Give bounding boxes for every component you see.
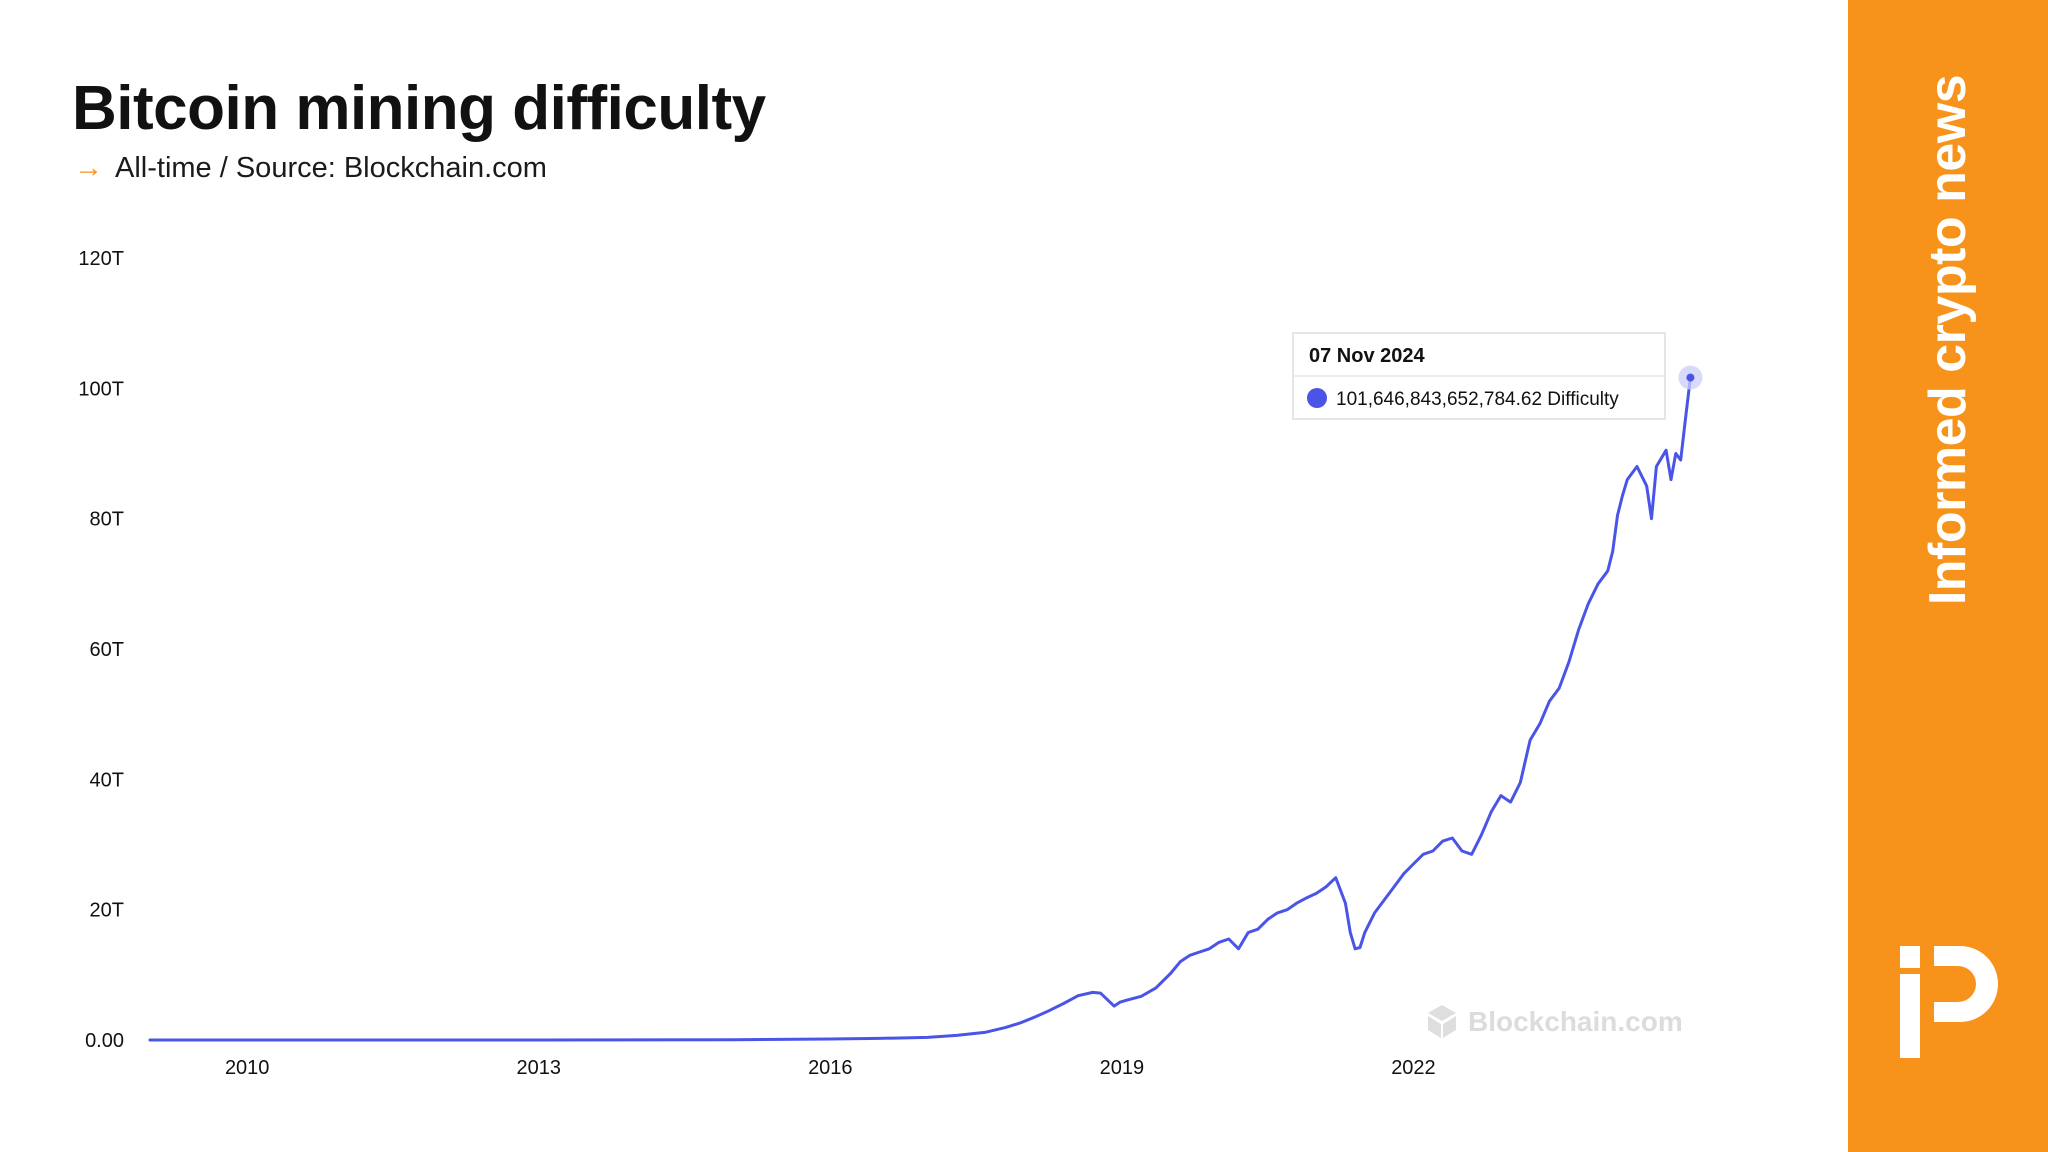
arrow-right-icon: →: [74, 152, 103, 184]
x-tick-label: 2019: [1100, 1057, 1145, 1079]
hover-point-dot[interactable]: [1686, 373, 1695, 382]
y-tick-label: 40T: [90, 769, 124, 791]
x-tick-label: 2013: [517, 1057, 562, 1079]
tooltip-value: 101,646,843,652,784.62 Difficulty: [1336, 389, 1619, 410]
x-tick-label: 2010: [225, 1057, 270, 1079]
tooltip-date: 07 Nov 2024: [1309, 345, 1426, 367]
y-tick-label: 20T: [90, 900, 124, 922]
chart-subtitle: → All-time / Source: Blockchain.com: [74, 154, 547, 183]
x-tick-label: 2022: [1391, 1057, 1436, 1079]
y-axis: 0.00 20T 40T 60T 80T 100T 120T: [78, 248, 124, 1052]
x-tick-label: 2016: [808, 1057, 853, 1079]
y-tick-label: 0.00: [85, 1030, 124, 1052]
tooltip-series-marker: [1307, 388, 1327, 408]
blockchain-cube-icon: [1428, 1005, 1456, 1038]
x-axis: 2010 2013 2016 2019 2022: [225, 1057, 1436, 1079]
hover-point: [1678, 365, 1703, 390]
subtitle-text: All-time / Source: Blockchain.com: [115, 152, 547, 184]
y-tick-label: 60T: [90, 639, 124, 661]
publisher-logo-icon: [1900, 946, 1998, 1058]
watermark-text: Blockchain.com: [1468, 1006, 1683, 1037]
watermark: Blockchain.com: [1428, 1005, 1683, 1038]
y-tick-label: 80T: [90, 509, 124, 531]
chart-title: Bitcoin mining difficulty: [72, 74, 766, 143]
brand-tagline: Informed crypto news: [1919, 74, 1977, 606]
series-line[interactable]: [148, 376, 1692, 1042]
brand-sidebar: Informed crypto news: [1848, 0, 2048, 1152]
y-tick-label: 100T: [78, 378, 124, 400]
tooltip: 07 Nov 2024 101,646,843,652,784.62 Diffi…: [1292, 332, 1666, 420]
y-tick-label: 120T: [78, 248, 124, 270]
